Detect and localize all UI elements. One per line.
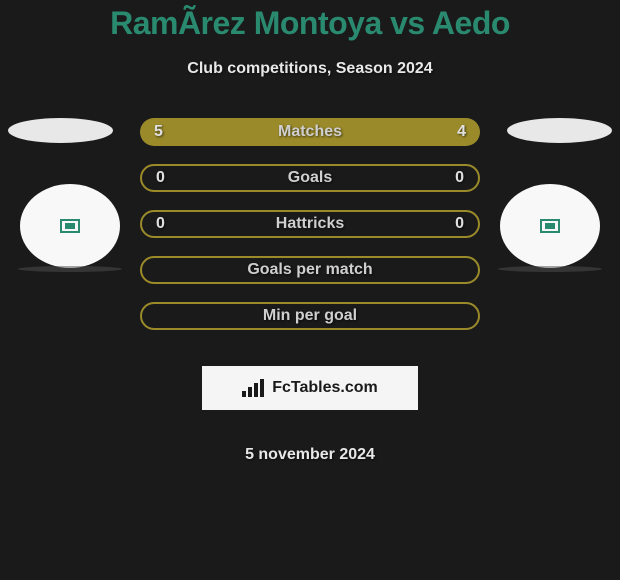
- stat-value-left: 0: [156, 169, 165, 187]
- stat-row-hattricks: 0 Hattricks 0: [140, 210, 480, 238]
- date-text: 5 november 2024: [245, 446, 375, 464]
- stat-value-left: 5: [154, 123, 163, 141]
- page-subtitle: Club competitions, Season 2024: [187, 60, 432, 78]
- shield-icon: [540, 219, 560, 233]
- stat-label: Min per goal: [263, 307, 357, 325]
- stat-rows: 5 Matches 4 0 Goals 0 0 Hattricks 0 Goal…: [0, 118, 620, 464]
- chart-icon: [242, 379, 266, 397]
- stat-label: Goals per match: [247, 261, 372, 279]
- stat-row-min-per-goal: Min per goal: [140, 302, 480, 330]
- stat-label: Matches: [278, 123, 342, 141]
- circle-shadow-left: [18, 266, 122, 272]
- player-circle-right: [500, 184, 600, 268]
- stat-value-right: 0: [455, 215, 464, 233]
- brand-logo-box: FcTables.com: [202, 366, 418, 410]
- circle-shadow-right: [498, 266, 602, 272]
- stat-label: Hattricks: [276, 215, 344, 233]
- stat-row-goals: 0 Goals 0: [140, 164, 480, 192]
- brand-text: FcTables.com: [272, 379, 378, 397]
- stat-row-goals-per-match: Goals per match: [140, 256, 480, 284]
- shield-icon: [60, 219, 80, 233]
- player-circle-left: [20, 184, 120, 268]
- stat-value-left: 0: [156, 215, 165, 233]
- infographic-container: RamÃ­rez Montoya vs Aedo Club competitio…: [0, 0, 620, 464]
- top-ellipse-left: [8, 118, 113, 143]
- stat-label: Goals: [288, 169, 332, 187]
- content-wrap: 5 Matches 4 0 Goals 0 0 Hattricks 0 Goal…: [0, 118, 620, 464]
- top-ellipse-right: [507, 118, 612, 143]
- page-title: RamÃ­rez Montoya vs Aedo: [110, 5, 510, 42]
- stat-value-right: 0: [455, 169, 464, 187]
- stat-value-right: 4: [457, 123, 466, 141]
- stat-row-matches: 5 Matches 4: [140, 118, 480, 146]
